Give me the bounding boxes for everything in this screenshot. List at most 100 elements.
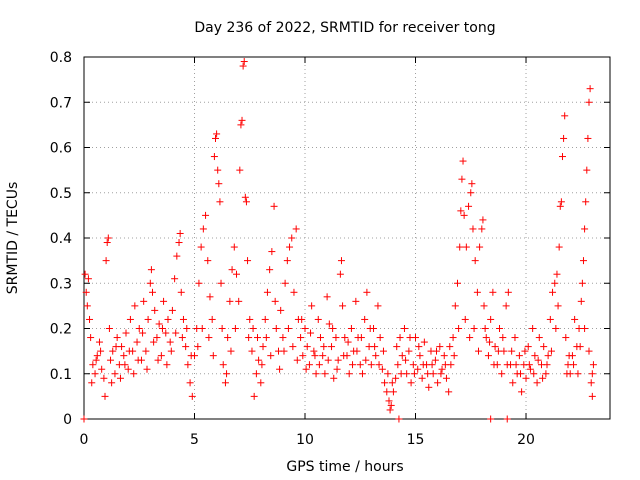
data-point (466, 334, 474, 342)
y-tick-label: 0.3 (50, 276, 72, 292)
data-point (112, 343, 120, 351)
data-point (276, 365, 284, 373)
data-point (111, 370, 119, 378)
data-point (286, 243, 294, 251)
data-point (175, 239, 183, 247)
data-point (157, 352, 165, 360)
data-point (205, 334, 213, 342)
data-point (524, 343, 532, 351)
data-point (93, 352, 101, 360)
data-point (257, 379, 265, 387)
data-point (89, 361, 97, 369)
data-point (92, 356, 100, 364)
data-point (392, 374, 400, 382)
data-point (101, 392, 109, 400)
data-point (321, 370, 329, 378)
data-point (299, 352, 307, 360)
data-point (154, 356, 162, 364)
data-point (425, 383, 433, 391)
data-point (153, 334, 161, 342)
data-point (163, 361, 171, 369)
data-point (307, 329, 315, 337)
data-point (249, 325, 257, 332)
data-point (495, 325, 503, 332)
data-point (122, 329, 130, 337)
data-point (525, 361, 533, 369)
data-point (215, 180, 223, 188)
data-point (588, 370, 596, 378)
data-point (143, 365, 151, 373)
data-point (188, 392, 196, 400)
data-point (388, 379, 396, 387)
data-point (328, 343, 336, 351)
data-point (178, 334, 186, 342)
data-point (461, 315, 469, 323)
data-point (204, 257, 212, 265)
data-point (236, 166, 244, 174)
data-point (583, 166, 591, 174)
data-point (582, 198, 590, 206)
data-point (410, 370, 418, 378)
data-point (375, 361, 383, 369)
data-point (551, 279, 559, 287)
data-point (284, 325, 292, 332)
data-point (250, 392, 258, 400)
y-tick-label: 0.7 (50, 95, 72, 111)
data-point (498, 370, 506, 378)
data-point (503, 415, 511, 423)
data-point (105, 325, 113, 332)
data-point (252, 370, 260, 378)
data-point (574, 370, 582, 378)
data-point (539, 374, 547, 382)
data-point (124, 365, 132, 373)
data-point (333, 365, 341, 373)
data-points (80, 58, 597, 423)
data-point (521, 347, 529, 355)
data-point (83, 302, 91, 310)
data-point (503, 361, 511, 369)
data-point (546, 315, 554, 323)
data-point (450, 352, 458, 360)
x-tick-label: 15 (407, 432, 425, 448)
y-axis-label: SRMTID / TECUs (5, 182, 21, 295)
data-point (155, 320, 163, 328)
data-point (585, 98, 593, 106)
data-point (584, 134, 592, 142)
data-point (305, 361, 313, 369)
data-point (344, 338, 352, 346)
data-point (319, 352, 327, 360)
data-point (336, 270, 344, 278)
data-point (97, 347, 105, 355)
y-tick-label: 0.2 (50, 322, 72, 338)
data-point (381, 379, 389, 387)
data-point (449, 334, 457, 342)
data-point (406, 334, 414, 342)
data-point (489, 288, 497, 296)
data-point (240, 58, 248, 66)
y-tick-label: 0.6 (50, 141, 72, 157)
data-point (120, 352, 128, 360)
data-point (455, 325, 463, 332)
data-point (334, 356, 342, 364)
data-point (502, 302, 510, 310)
data-point (218, 325, 226, 332)
data-point (357, 334, 365, 342)
data-point (356, 361, 364, 369)
data-point (103, 239, 111, 247)
data-point (487, 315, 495, 323)
data-point (393, 343, 401, 351)
data-point (268, 248, 276, 256)
data-point (424, 370, 432, 378)
data-point (150, 338, 158, 346)
data-point (372, 352, 380, 360)
data-point (374, 302, 382, 310)
data-point (98, 365, 106, 373)
data-point (255, 356, 263, 364)
data-point (80, 415, 88, 423)
data-point (279, 334, 287, 342)
data-point (108, 379, 116, 387)
data-point (526, 365, 534, 373)
data-point (362, 356, 370, 364)
data-point (271, 297, 279, 305)
y-tick-label: 0.1 (50, 367, 72, 383)
